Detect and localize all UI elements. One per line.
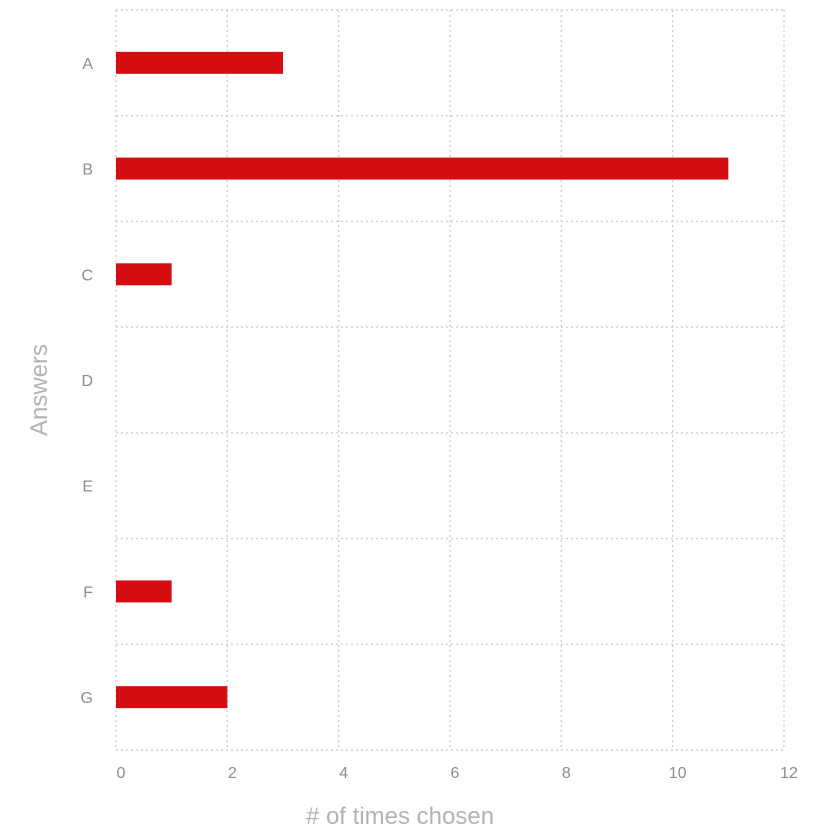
grid [115,9,785,751]
x-tick-label: 6 [451,765,460,782]
bars [116,51,729,709]
bar-g [116,686,228,709]
bar-b [116,157,729,180]
bar-c [116,263,172,286]
x-tick-label: 8 [562,765,571,782]
x-axis-title: # of times chosen [306,803,494,829]
bar-a [116,51,283,74]
y-tick-label-a: A [82,56,93,73]
y-tick-label-g: G [81,690,93,707]
x-tick-label: 0 [117,765,126,782]
y-axis-title: Answers [26,344,53,436]
y-tick-label-c: C [81,267,93,284]
y-tick-labels: A B C D E F G [81,56,94,707]
x-tick-label: 10 [669,765,687,782]
x-tick-label: 2 [228,765,237,782]
x-tick-label: 4 [339,765,348,782]
y-tick-label-e: E [82,479,93,496]
bar-f [116,580,172,603]
y-tick-label-f: F [83,584,93,601]
y-tick-label-b: B [82,162,93,179]
y-tick-label-d: D [81,373,93,390]
x-tick-labels: 0 2 4 6 8 10 12 [117,765,798,782]
x-tick-label: 12 [780,765,798,782]
